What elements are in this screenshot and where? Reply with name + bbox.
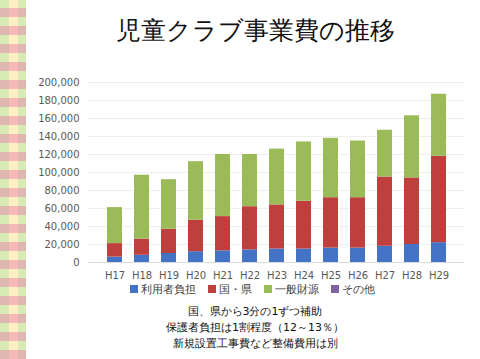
svg-text:H27: H27 (375, 270, 395, 281)
html-text:保護者負担は1割程度（12～13％）: 保護者負担は1割程度（12～13％） (166, 321, 344, 334)
svg-text:120,000: 120,000 (38, 149, 79, 160)
svg-text:0: 0 (73, 257, 79, 268)
svg-text:H18: H18 (132, 270, 152, 281)
html-text:児童クラブ事業費の推移: 児童クラブ事業費の推移 (115, 16, 395, 45)
html-text:利用者負担: 利用者負担 (140, 283, 196, 296)
html-text:国・県: 国・県 (218, 283, 252, 296)
svg-text:H25: H25 (321, 270, 341, 281)
svg-text:60,000: 60,000 (45, 203, 80, 214)
svg-text:H26: H26 (348, 270, 368, 281)
html-text:一般財源: 一般財源 (274, 283, 319, 296)
html-text:その他: その他 (341, 283, 375, 296)
svg-text:80,000: 80,000 (45, 185, 80, 196)
svg-text:100,000: 100,000 (38, 167, 79, 178)
svg-text:H19: H19 (159, 270, 179, 281)
svg-text:180,000: 180,000 (38, 95, 79, 106)
svg-text:140,000: 140,000 (38, 131, 79, 142)
svg-text:160,000: 160,000 (38, 113, 79, 124)
svg-text:H28: H28 (402, 270, 422, 281)
svg-text:H22: H22 (240, 270, 260, 281)
svg-text:40,000: 40,000 (45, 221, 80, 232)
svg-text:H29: H29 (429, 270, 449, 281)
svg-text:H24: H24 (294, 270, 314, 281)
svg-text:H21: H21 (213, 270, 233, 281)
svg-text:20,000: 20,000 (45, 239, 80, 250)
svg-text:H23: H23 (267, 270, 287, 281)
html-text:国、県から3分の1ずつ補助: 国、県から3分の1ずつ補助 (187, 305, 323, 318)
svg-text:200,000: 200,000 (38, 77, 79, 88)
svg-text:H20: H20 (186, 270, 206, 281)
svg-text:H17: H17 (105, 270, 125, 281)
html-text:新規設置工事費など整備費用は別: 新規設置工事費など整備費用は別 (172, 337, 338, 350)
